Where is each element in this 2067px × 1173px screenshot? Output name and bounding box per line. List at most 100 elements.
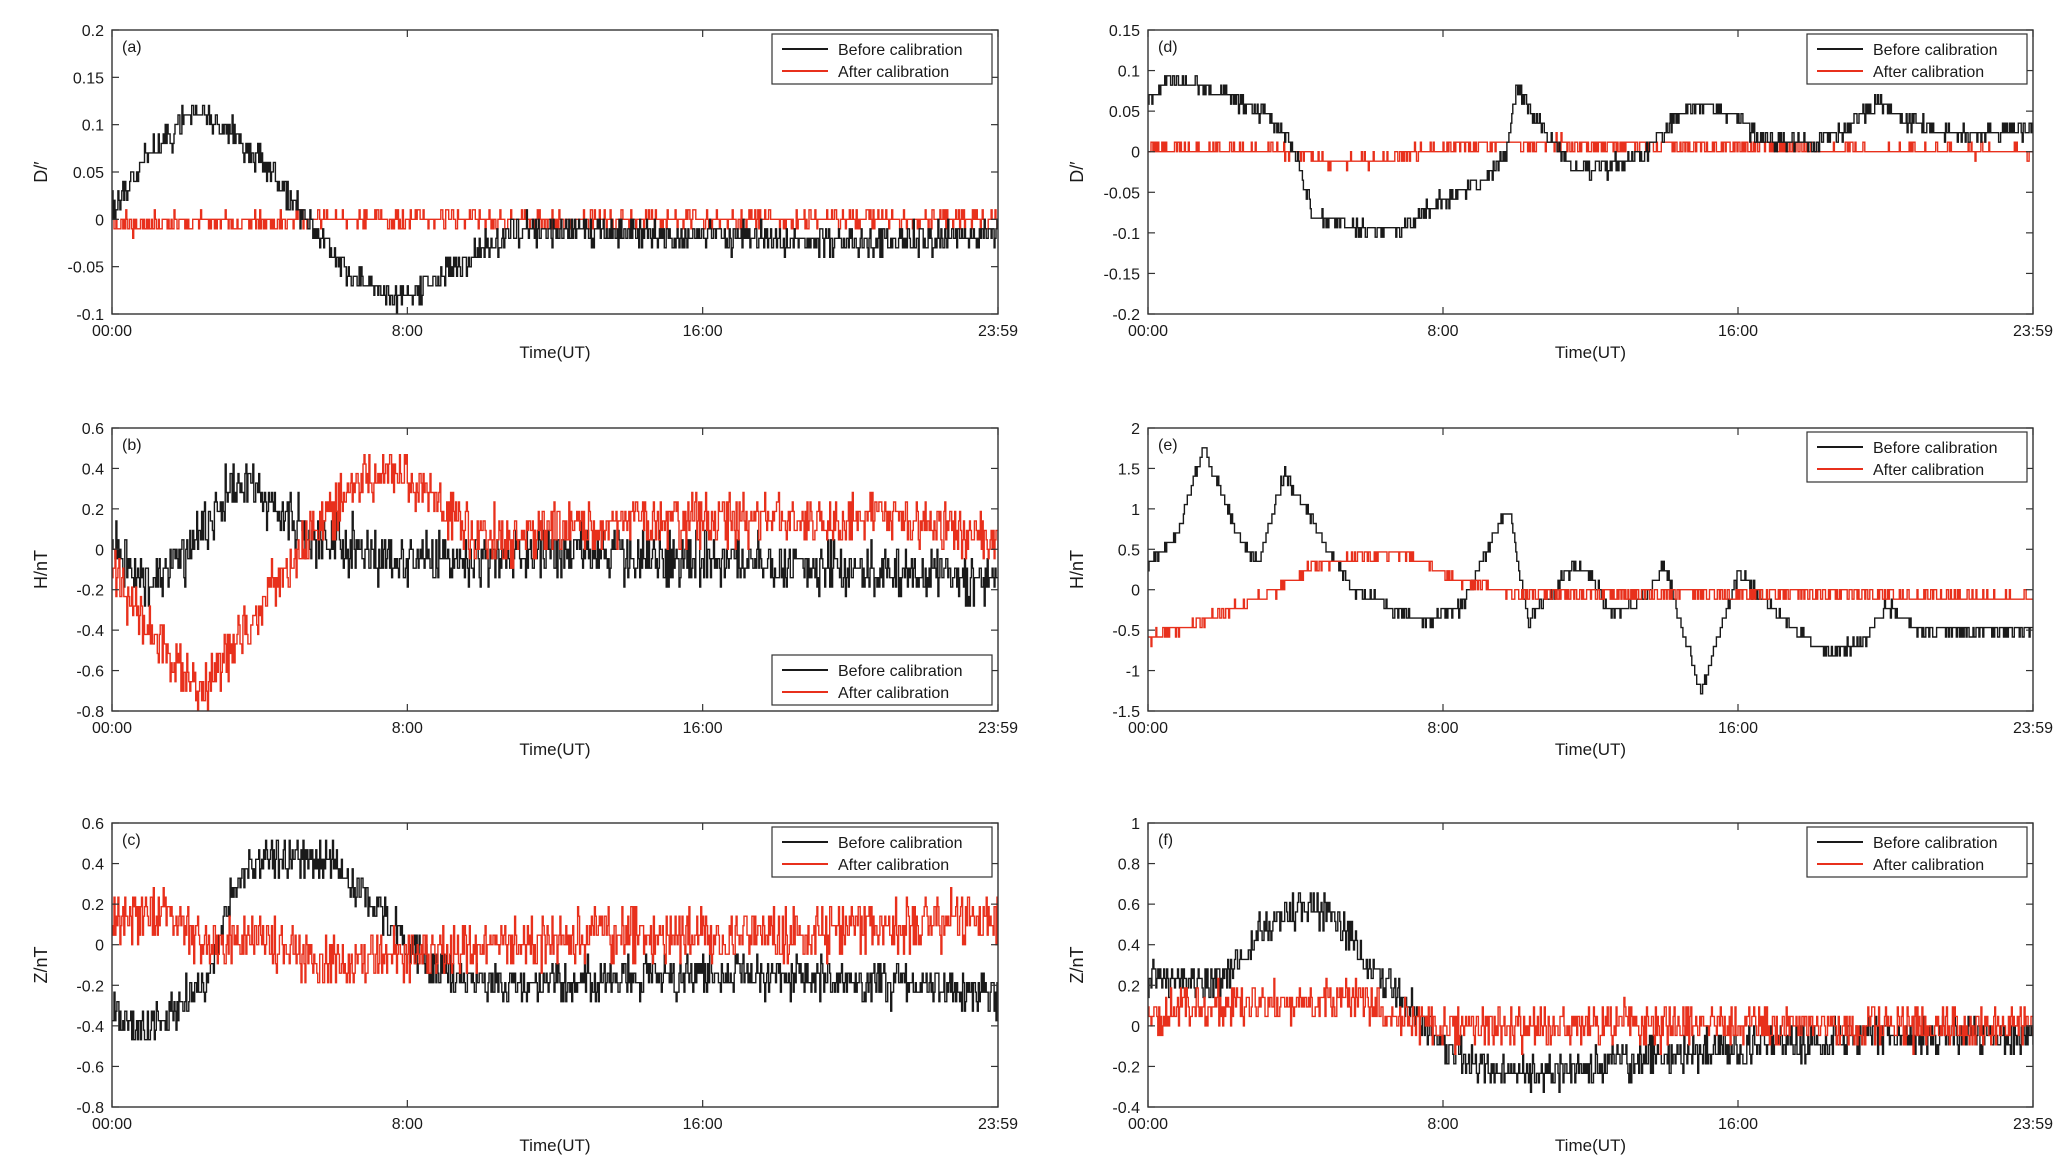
x-axis-label: Time(UT): [1555, 343, 1626, 362]
y-axis-label: D/′: [1067, 161, 1087, 183]
x-axis-label: Time(UT): [519, 1136, 590, 1155]
legend-box: [1806, 33, 2028, 85]
legend-box: [771, 654, 993, 706]
y-tick-label: 0: [1131, 583, 1140, 600]
y-tick-label: 0.2: [82, 897, 104, 914]
series-line-after: [1148, 551, 2033, 648]
x-tick-label: 8:00: [1427, 720, 1458, 737]
x-tick-label: 23:59: [978, 323, 1018, 340]
legend-box: [771, 826, 993, 878]
series-line-before: [1148, 447, 2033, 695]
y-tick-label: -0.4: [76, 1019, 104, 1036]
panel-d: -0.2 -0.15 -0.1 -0.05 0 0.05 0.1 0.15 00:00 8:00 1…: [1067, 23, 2053, 362]
y-tick-label: 1.5: [1118, 461, 1140, 478]
series-line-before: [1148, 75, 2033, 238]
plot-area: [112, 104, 998, 314]
y-axis-label: H/nT: [1067, 550, 1087, 589]
legend-box: [771, 33, 993, 85]
legend-entry: Before calibration: [838, 663, 963, 680]
legend-entry: After calibration: [838, 64, 949, 81]
x-tick-label: 16:00: [683, 720, 723, 737]
x-tick-label: 23:59: [978, 720, 1018, 737]
y-tick-label: -0.15: [1104, 266, 1141, 283]
y-tick-label: -0.2: [1112, 1059, 1140, 1076]
panel-label: (c): [122, 832, 141, 849]
panel-label: (f): [1158, 832, 1173, 849]
legend-entry: Before calibration: [838, 42, 963, 59]
x-tick-label: 23:59: [978, 1116, 1018, 1133]
y-tick-label: 0.2: [1118, 978, 1140, 995]
legend-entry: After calibration: [1873, 64, 1984, 81]
panel-label: (d): [1158, 39, 1178, 56]
legend-entry: After calibration: [838, 857, 949, 874]
y-tick-label: 1: [1131, 502, 1140, 519]
y-tick-label: 0: [1131, 1019, 1140, 1036]
y-tick-label: 0.8: [1118, 857, 1140, 874]
series-line-before: [112, 463, 998, 607]
legend-box: [1806, 826, 2028, 878]
y-tick-label: 0.6: [1118, 897, 1140, 914]
series-line-before: [112, 839, 998, 1041]
x-axis-label: Time(UT): [1555, 1136, 1626, 1155]
x-tick-label: 00:00: [1128, 720, 1168, 737]
series-line-before: [1148, 892, 2033, 1093]
y-tick-label: -0.8: [76, 1100, 104, 1117]
legend: Before calibration After calibration: [771, 33, 993, 85]
y-tick-label: -0.05: [68, 260, 105, 277]
legend-entry: After calibration: [838, 685, 949, 702]
axes-frame: [1147, 822, 2034, 1108]
legend: Before calibration After calibration: [1806, 826, 2028, 878]
legend-entry: After calibration: [1873, 857, 1984, 874]
axes-frame: [1147, 427, 2034, 712]
y-axis-label: H/nT: [31, 550, 51, 589]
y-tick-label: -0.1: [76, 307, 104, 324]
x-tick-label: 16:00: [1718, 1116, 1758, 1133]
y-tick-label: -1: [1126, 664, 1140, 681]
panel-c: -0.8 -0.6 -0.4 -0.2 0 0.2 0.4 0.6 00:00 8:00 16:00…: [31, 816, 1018, 1155]
x-tick-label: 00:00: [1128, 1116, 1168, 1133]
y-tick-label: -0.4: [76, 623, 104, 640]
plot-area: [1148, 892, 2033, 1093]
y-tick-label: -1.5: [1112, 704, 1140, 721]
legend-entry: Before calibration: [838, 835, 963, 852]
axes-frame: [111, 427, 999, 712]
y-tick-label: 2: [1131, 421, 1140, 438]
x-tick-label: 23:59: [2013, 720, 2053, 737]
y-axis-label: Z/nT: [1067, 946, 1087, 983]
y-tick-label: 0.1: [1118, 64, 1140, 81]
y-tick-label: -0.2: [1112, 307, 1140, 324]
series-line-after: [1148, 977, 2033, 1055]
legend-entry: Before calibration: [1873, 42, 1998, 59]
y-tick-label: -0.05: [1104, 185, 1141, 202]
panel-label: (b): [122, 437, 142, 454]
series-line-after: [1148, 132, 2033, 172]
panel-label: (a): [122, 39, 142, 56]
panel-label: (e): [1158, 437, 1178, 454]
panel-a: -0.1 -0.05 0 0.05 0.1 0.15 0.2 00:00 8:00 16:00 23…: [31, 23, 1018, 362]
axes-frame: [111, 822, 999, 1108]
y-tick-label: 0.6: [82, 816, 104, 833]
y-tick-label: 0.6: [82, 421, 104, 438]
x-tick-label: 00:00: [92, 1116, 132, 1133]
x-tick-label: 00:00: [92, 323, 132, 340]
y-tick-label: 0.4: [82, 461, 104, 478]
x-tick-label: 16:00: [683, 1116, 723, 1133]
y-tick-label: 0: [95, 212, 104, 229]
y-tick-label: -0.6: [76, 1059, 104, 1076]
y-tick-label: 0.05: [73, 165, 104, 182]
axes-frame: [1147, 29, 2034, 315]
x-axis-label: Time(UT): [519, 740, 590, 759]
legend-box: [1806, 431, 2028, 483]
legend: Before calibration After calibration: [1806, 33, 2028, 85]
series-line-before: [112, 104, 998, 314]
y-tick-label: 0.4: [82, 857, 104, 874]
y-tick-label: 0.15: [73, 70, 104, 87]
y-tick-label: 0.1: [82, 118, 104, 135]
x-tick-label: 8:00: [1427, 323, 1458, 340]
legend-entry: After calibration: [1873, 462, 1984, 479]
y-tick-label: -0.2: [76, 583, 104, 600]
x-tick-label: 16:00: [1718, 720, 1758, 737]
y-tick-label: 0.5: [1118, 542, 1140, 559]
series-line-after: [112, 209, 998, 239]
